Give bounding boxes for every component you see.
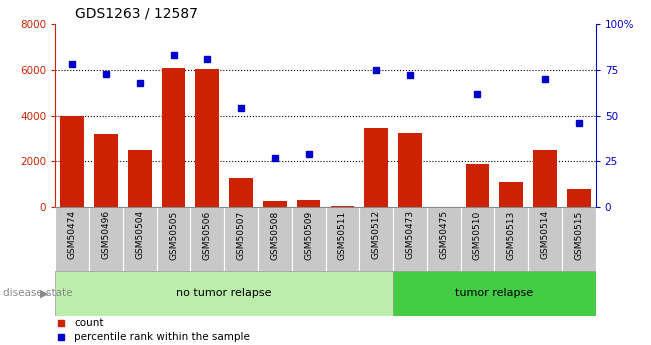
Text: tumor relapse: tumor relapse: [455, 288, 533, 298]
Bar: [229, 178, 253, 207]
Text: GSM50508: GSM50508: [270, 210, 279, 259]
Text: GSM50496: GSM50496: [102, 210, 111, 259]
Bar: [494, 207, 528, 273]
Text: count: count: [74, 318, 104, 328]
Text: GSM50512: GSM50512: [372, 210, 381, 259]
Text: no tumor relapse: no tumor relapse: [176, 288, 272, 298]
Text: GSM50509: GSM50509: [304, 210, 313, 259]
Bar: [89, 207, 123, 273]
Bar: [195, 69, 219, 207]
Bar: [461, 207, 494, 273]
Bar: [528, 207, 562, 273]
Text: percentile rank within the sample: percentile rank within the sample: [74, 332, 250, 342]
Text: GSM50474: GSM50474: [68, 210, 77, 259]
Text: disease state: disease state: [3, 288, 73, 298]
Text: GSM50505: GSM50505: [169, 210, 178, 259]
Text: GSM50507: GSM50507: [236, 210, 245, 259]
Text: GSM50510: GSM50510: [473, 210, 482, 259]
Bar: [533, 150, 557, 207]
Bar: [55, 207, 89, 273]
Bar: [161, 68, 186, 207]
Bar: [61, 116, 84, 207]
Bar: [393, 207, 427, 273]
Bar: [258, 207, 292, 273]
Bar: [326, 207, 359, 273]
Bar: [427, 207, 461, 273]
Bar: [465, 164, 490, 207]
Bar: [365, 128, 388, 207]
Text: GSM50475: GSM50475: [439, 210, 448, 259]
Bar: [562, 207, 596, 273]
Bar: [567, 189, 590, 207]
Text: GDS1263 / 12587: GDS1263 / 12587: [75, 7, 198, 21]
Bar: [224, 207, 258, 273]
Bar: [55, 271, 393, 316]
Text: GSM50473: GSM50473: [406, 210, 415, 259]
Text: GSM50504: GSM50504: [135, 210, 145, 259]
Bar: [499, 182, 523, 207]
Bar: [331, 206, 354, 207]
Bar: [123, 207, 157, 273]
Text: GSM50513: GSM50513: [506, 210, 516, 259]
Text: GSM50514: GSM50514: [540, 210, 549, 259]
Bar: [191, 207, 224, 273]
Text: ▶: ▶: [40, 288, 49, 298]
Bar: [292, 207, 326, 273]
Bar: [398, 133, 422, 207]
Text: GSM50511: GSM50511: [338, 210, 347, 259]
Bar: [359, 207, 393, 273]
Text: GSM50506: GSM50506: [203, 210, 212, 259]
Bar: [263, 201, 286, 207]
Bar: [157, 207, 191, 273]
Text: GSM50515: GSM50515: [574, 210, 583, 259]
Bar: [393, 271, 596, 316]
Bar: [94, 134, 118, 207]
Bar: [297, 200, 320, 207]
Bar: [128, 150, 152, 207]
